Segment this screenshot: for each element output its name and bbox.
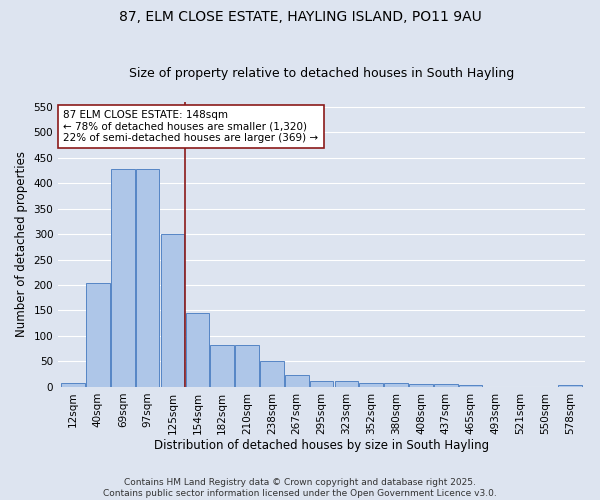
Bar bbox=[434, 384, 458, 387]
Bar bbox=[385, 383, 408, 387]
Bar bbox=[111, 169, 134, 387]
Text: 87 ELM CLOSE ESTATE: 148sqm
← 78% of detached houses are smaller (1,320)
22% of : 87 ELM CLOSE ESTATE: 148sqm ← 78% of det… bbox=[64, 110, 319, 144]
Bar bbox=[558, 385, 582, 387]
X-axis label: Distribution of detached houses by size in South Hayling: Distribution of detached houses by size … bbox=[154, 440, 489, 452]
Bar bbox=[459, 386, 482, 387]
Text: 87, ELM CLOSE ESTATE, HAYLING ISLAND, PO11 9AU: 87, ELM CLOSE ESTATE, HAYLING ISLAND, PO… bbox=[119, 10, 481, 24]
Bar bbox=[136, 169, 160, 387]
Bar bbox=[359, 383, 383, 387]
Text: Contains HM Land Registry data © Crown copyright and database right 2025.
Contai: Contains HM Land Registry data © Crown c… bbox=[103, 478, 497, 498]
Bar bbox=[260, 362, 284, 387]
Bar bbox=[409, 384, 433, 387]
Bar bbox=[86, 283, 110, 387]
Bar bbox=[310, 381, 334, 387]
Bar bbox=[211, 345, 234, 387]
Y-axis label: Number of detached properties: Number of detached properties bbox=[15, 151, 28, 337]
Bar bbox=[285, 374, 308, 387]
Bar bbox=[185, 312, 209, 387]
Title: Size of property relative to detached houses in South Hayling: Size of property relative to detached ho… bbox=[129, 66, 514, 80]
Bar bbox=[61, 383, 85, 387]
Bar bbox=[335, 381, 358, 387]
Bar bbox=[235, 345, 259, 387]
Bar bbox=[161, 234, 184, 387]
